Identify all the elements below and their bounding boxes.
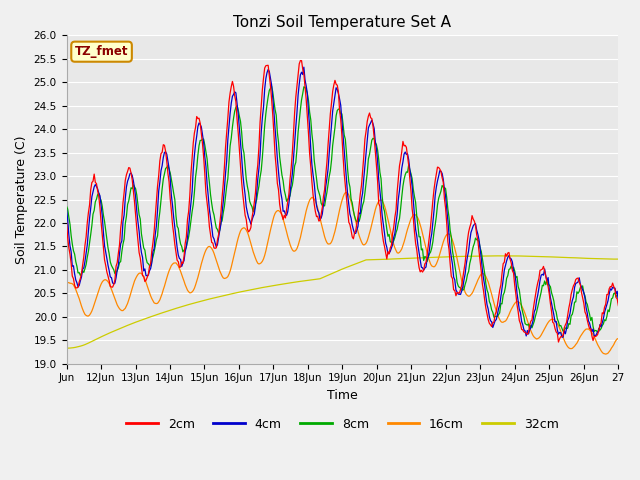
Title: Tonzi Soil Temperature Set A: Tonzi Soil Temperature Set A (234, 15, 451, 30)
Legend: 2cm, 4cm, 8cm, 16cm, 32cm: 2cm, 4cm, 8cm, 16cm, 32cm (122, 413, 563, 436)
X-axis label: Time: Time (327, 389, 358, 402)
Text: TZ_fmet: TZ_fmet (75, 45, 128, 58)
Y-axis label: Soil Temperature (C): Soil Temperature (C) (15, 135, 28, 264)
